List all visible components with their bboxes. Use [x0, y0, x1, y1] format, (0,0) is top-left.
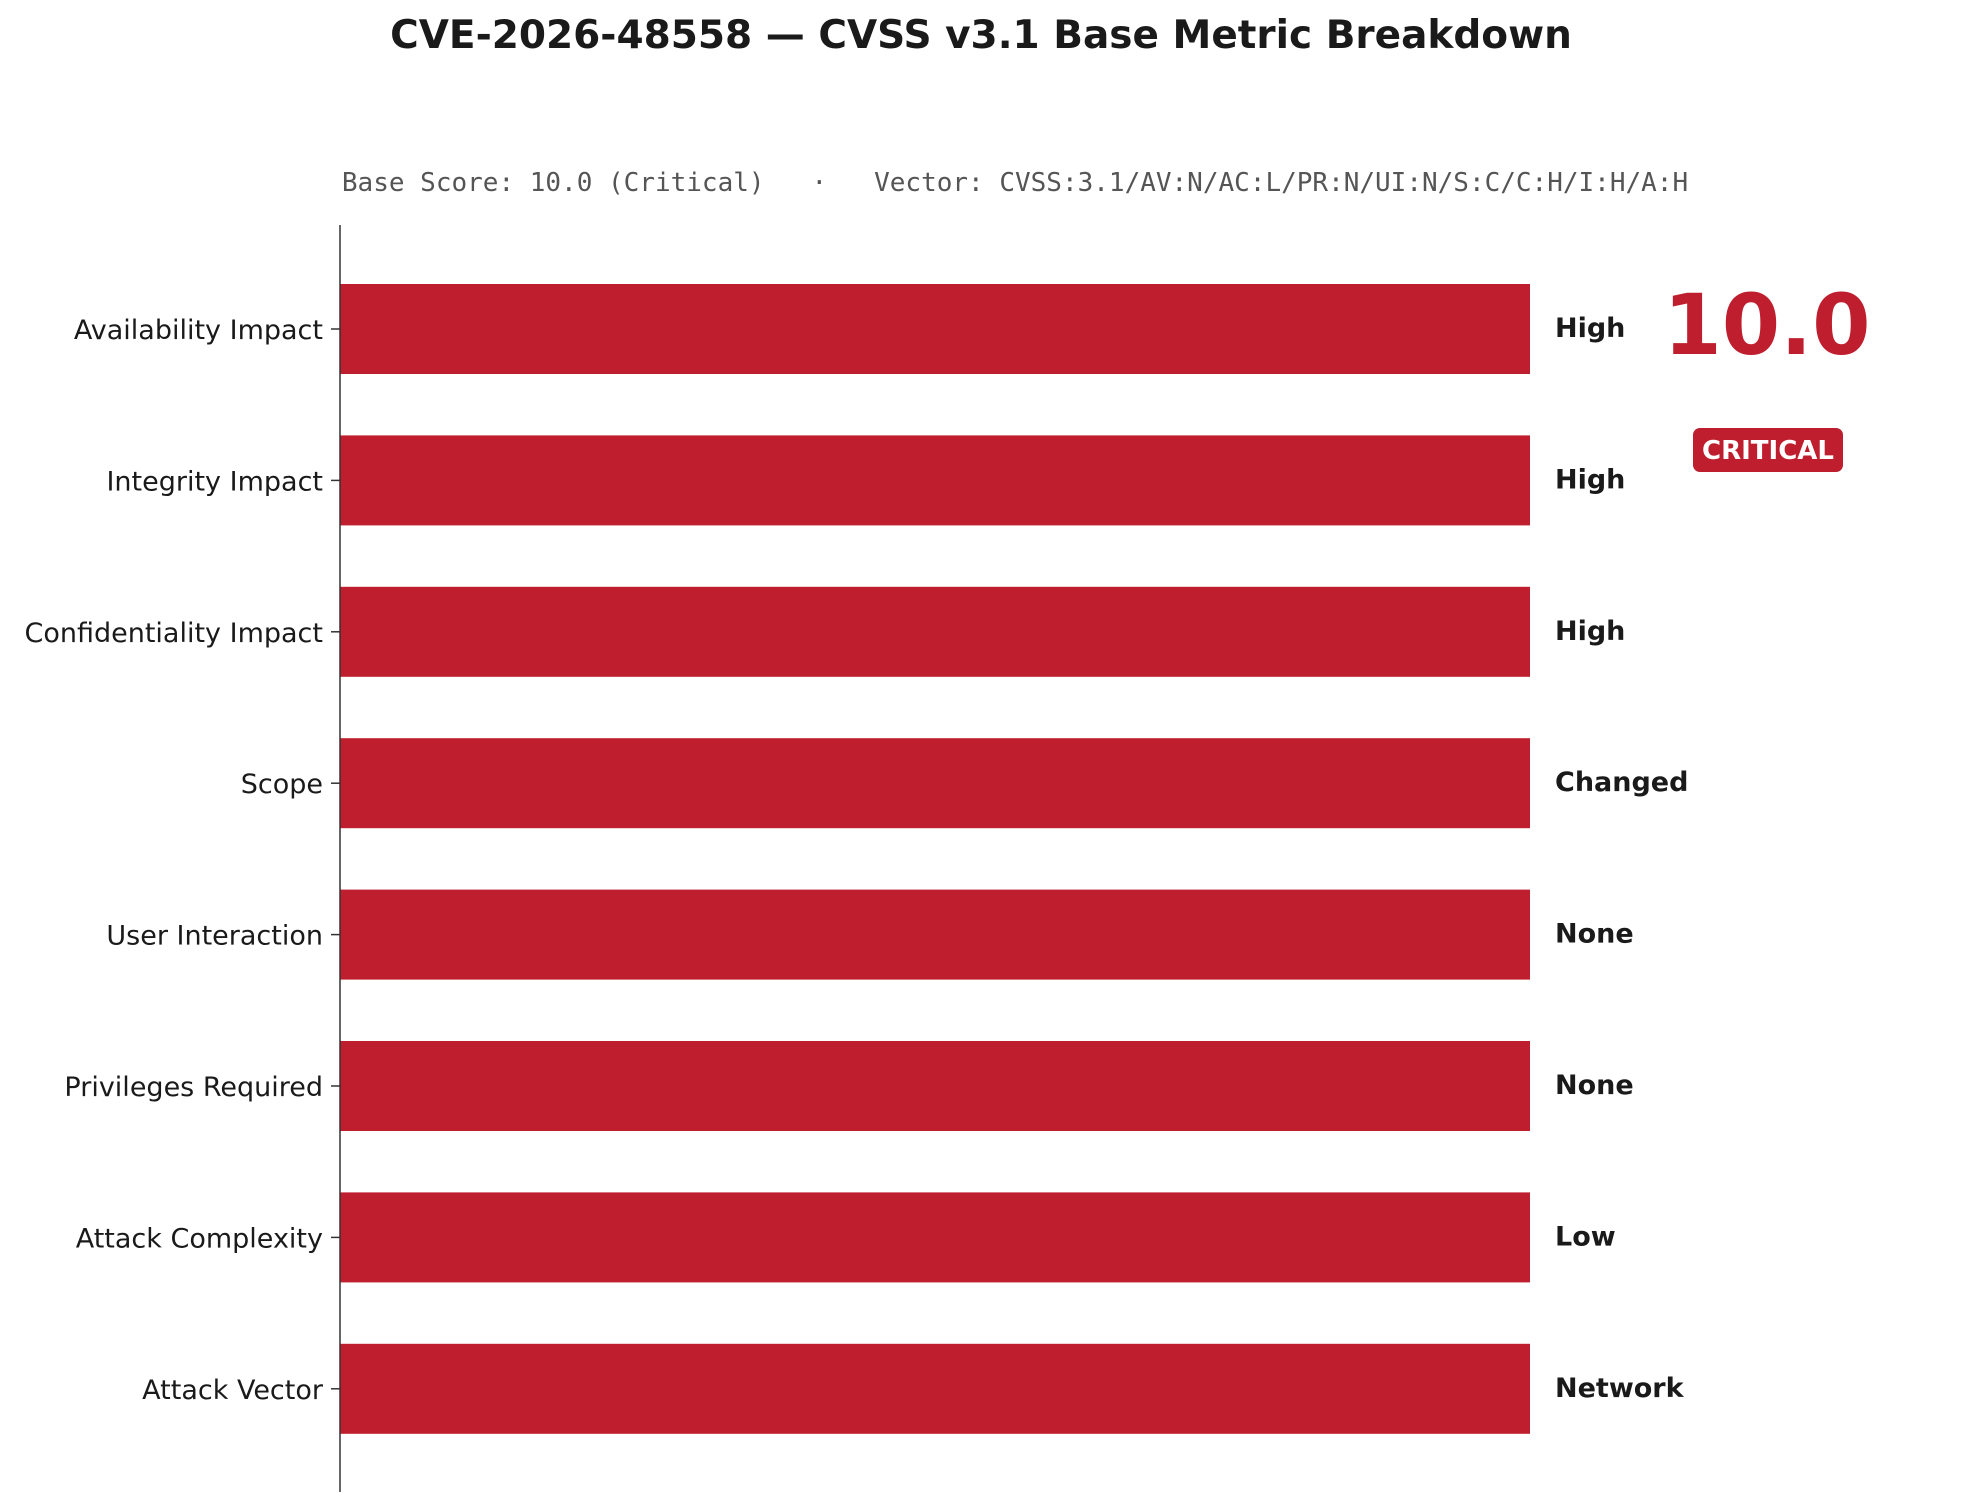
value-label-1: High — [1555, 464, 1625, 495]
category-label-4: User Interaction — [106, 921, 323, 952]
bar-3 — [340, 738, 1530, 829]
severity-badge-label: CRITICAL — [1702, 436, 1834, 466]
bar-4 — [340, 889, 1530, 980]
value-label-7: Network — [1555, 1373, 1685, 1404]
value-label-5: None — [1555, 1070, 1634, 1101]
category-label-6: Attack Complexity — [76, 1223, 323, 1254]
category-label-0: Availability Impact — [74, 315, 323, 346]
category-label-3: Scope — [241, 769, 323, 800]
bar-0 — [340, 284, 1530, 374]
category-label-7: Attack Vector — [142, 1375, 324, 1406]
value-label-4: None — [1555, 919, 1634, 950]
bar-5 — [340, 1041, 1530, 1131]
bar-7 — [340, 1343, 1530, 1434]
value-label-6: Low — [1555, 1221, 1616, 1252]
value-label-0: High — [1555, 313, 1625, 344]
base-score-value: 10.0 — [1663, 276, 1870, 374]
category-label-5: Privileges Required — [64, 1072, 323, 1103]
value-label-3: Changed — [1555, 767, 1688, 798]
chart-title: CVE-2026-48558 — CVSS v3.1 Base Metric B… — [390, 13, 1572, 58]
bars-layer: Availability Impact High Integrity Impact H… — [24, 284, 1688, 1434]
category-label-1: Integrity Impact — [106, 466, 323, 497]
bar-1 — [340, 435, 1530, 526]
severity-badge: CRITICAL — [1693, 428, 1843, 472]
category-label-2: Confidentiality Impact — [24, 618, 323, 649]
bar-6 — [340, 1192, 1530, 1283]
value-label-2: High — [1555, 616, 1625, 647]
chart-subtitle: Base Score: 10.0 (Critical) · Vector: CV… — [342, 168, 1688, 198]
severity-badge-background — [1693, 428, 1843, 472]
bar-2 — [340, 586, 1530, 677]
